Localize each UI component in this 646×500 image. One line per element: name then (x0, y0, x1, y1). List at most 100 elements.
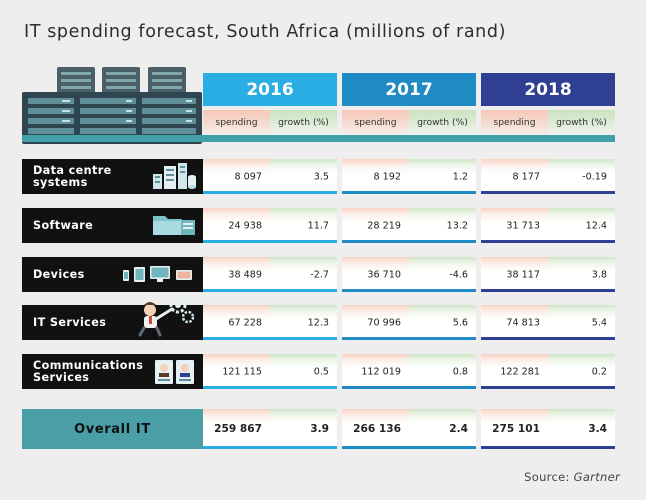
growth-cell: 5.6 (409, 305, 476, 340)
spending-value: 74 813 (506, 317, 540, 328)
year-2018-total-cells: 275 101 3.4 (481, 409, 615, 449)
table-row-communications: Communications Services 121 115 0.5 112 … (22, 354, 615, 389)
data-centre-icon (153, 163, 196, 189)
growth-cell: 11.7 (270, 208, 337, 243)
year-underline (481, 446, 615, 449)
spending-value: 24 938 (228, 220, 262, 231)
year-2018-cells: 8 177 -0.19 (481, 159, 615, 194)
spending-value: 8 192 (373, 171, 401, 182)
growth-value: 5.4 (591, 317, 607, 328)
year-2017-cells: 8 192 1.2 (342, 159, 476, 194)
spending-cell: 121 115 (203, 354, 270, 389)
year-2017-cells: 70 996 5.6 (342, 305, 476, 340)
row-label: Communications Services (33, 358, 144, 384)
growth-value: 3.5 (313, 171, 329, 182)
devices-icon (123, 266, 192, 282)
spending-cell: 8 097 (203, 159, 270, 194)
growth-value: 1.2 (452, 171, 468, 182)
subheader-spending: spending (342, 110, 409, 134)
year-underline (203, 289, 337, 292)
spending-cell: 122 281 (481, 354, 548, 389)
table-row-devices: Devices 38 489 -2.7 36 710 -4.6 38 117 3… (22, 257, 615, 292)
subheader-spending: spending (481, 110, 548, 134)
table-row-overall: Overall IT 259 867 3.9 266 136 2.4 275 1… (22, 409, 615, 449)
year-underline (481, 240, 615, 243)
subheader-2016: spending growth (%) (203, 110, 337, 134)
spending-cell: 112 019 (342, 354, 409, 389)
spending-cell: 8 177 (481, 159, 548, 194)
total-growth-value: 2.4 (449, 423, 468, 435)
year-underline (203, 337, 337, 340)
spending-value: 122 281 (500, 366, 540, 377)
chart-title: IT spending forecast, South Africa (mill… (24, 22, 506, 42)
total-spending-value: 259 867 (214, 423, 262, 435)
growth-value: 3.8 (591, 269, 607, 280)
growth-cell: 3.8 (548, 257, 615, 292)
year-2018-cells: 122 281 0.2 (481, 354, 615, 389)
row-label-box: Devices (22, 257, 203, 292)
year-2017-cells: 112 019 0.8 (342, 354, 476, 389)
source-name: Gartner (573, 470, 620, 484)
growth-cell: 3.9 (270, 409, 337, 449)
year-underline (342, 337, 476, 340)
row-label: IT Services (33, 315, 107, 329)
spending-cell: 38 489 (203, 257, 270, 292)
growth-cell: 13.2 (409, 208, 476, 243)
spending-cell: 275 101 (481, 409, 548, 449)
growth-cell: 12.4 (548, 208, 615, 243)
spending-value: 8 097 (234, 171, 262, 182)
year-underline (342, 446, 476, 449)
year-header-2018: 2018 (481, 73, 615, 106)
source-note: Source: Gartner (524, 470, 620, 484)
growth-cell: 2.4 (409, 409, 476, 449)
subheader-2018: spending growth (%) (481, 110, 615, 134)
spending-value: 36 710 (367, 269, 401, 280)
growth-value: -4.6 (449, 269, 468, 280)
header-divider (22, 135, 615, 142)
year-2016-cells: 67 228 12.3 (203, 305, 337, 340)
spending-cell: 28 219 (342, 208, 409, 243)
growth-value: -0.19 (582, 171, 607, 182)
contact-cards-icon (155, 360, 194, 384)
growth-cell: 3.5 (270, 159, 337, 194)
year-underline (203, 386, 337, 389)
table-row-it-services: IT Services 67 228 12.3 70 996 5.6 74 81… (22, 297, 615, 340)
folder-icon (153, 216, 195, 235)
spending-value: 8 177 (512, 171, 540, 182)
subheader-growth: growth (%) (548, 110, 615, 134)
year-underline (203, 240, 337, 243)
growth-value: -2.7 (310, 269, 329, 280)
subheader-spending: spending (203, 110, 270, 134)
growth-cell: 5.4 (548, 305, 615, 340)
year-underline (342, 386, 476, 389)
growth-value: 12.4 (585, 220, 607, 231)
year-underline (342, 289, 476, 292)
growth-cell: -4.6 (409, 257, 476, 292)
total-growth-value: 3.4 (588, 423, 607, 435)
spending-value: 38 489 (228, 269, 262, 280)
year-2016-cells: 121 115 0.5 (203, 354, 337, 389)
spending-cell: 8 192 (342, 159, 409, 194)
spending-cell: 266 136 (342, 409, 409, 449)
technician-gears-icon (138, 297, 195, 337)
table-row-software: Software 24 938 11.7 28 219 13.2 31 713 … (22, 208, 615, 243)
growth-value: 12.3 (307, 317, 329, 328)
subheader-growth: growth (%) (270, 110, 337, 134)
year-2016-cells: 38 489 -2.7 (203, 257, 337, 292)
server-racks-illustration (22, 67, 202, 144)
year-2018-cells: 38 117 3.8 (481, 257, 615, 292)
row-label-box: Software (22, 208, 203, 243)
year-2018-cells: 31 713 12.4 (481, 208, 615, 243)
year-underline (481, 337, 615, 340)
spending-value: 38 117 (506, 269, 540, 280)
spending-value: 28 219 (367, 220, 401, 231)
year-2016-cells: 8 097 3.5 (203, 159, 337, 194)
total-spending-value: 275 101 (492, 423, 540, 435)
total-spending-value: 266 136 (353, 423, 401, 435)
growth-cell: 0.8 (409, 354, 476, 389)
growth-value: 5.6 (452, 317, 468, 328)
subheader-2017: spending growth (%) (342, 110, 476, 134)
growth-cell: 12.3 (270, 305, 337, 340)
year-2018-cells: 74 813 5.4 (481, 305, 615, 340)
spending-cell: 38 117 (481, 257, 548, 292)
